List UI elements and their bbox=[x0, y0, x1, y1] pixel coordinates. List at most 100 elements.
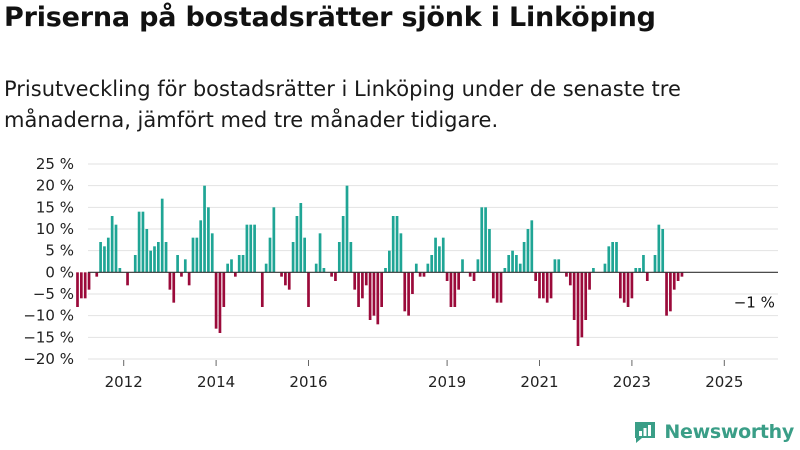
bar bbox=[611, 242, 614, 273]
bar bbox=[218, 272, 222, 333]
bar bbox=[260, 272, 264, 307]
bar bbox=[234, 272, 237, 277]
bar bbox=[303, 237, 306, 273]
bar bbox=[557, 259, 561, 273]
bar bbox=[592, 268, 595, 273]
bar bbox=[488, 229, 491, 273]
bar bbox=[87, 272, 91, 290]
bar bbox=[403, 272, 407, 312]
annotation-label: −1 % bbox=[734, 294, 775, 312]
bar bbox=[430, 255, 434, 273]
y-tick-label: −10 % bbox=[23, 307, 74, 325]
bar bbox=[426, 263, 430, 273]
bar bbox=[542, 272, 545, 299]
bar bbox=[345, 185, 349, 273]
bar bbox=[380, 272, 383, 307]
page-subtitle: Prisutveckling för bostadsrätter i Linkö… bbox=[4, 77, 681, 132]
bar bbox=[187, 272, 191, 286]
bar bbox=[580, 272, 584, 338]
x-tick-label: 2016 bbox=[289, 373, 327, 391]
bar bbox=[441, 237, 445, 273]
bar bbox=[361, 272, 364, 299]
bar bbox=[357, 272, 360, 307]
bar bbox=[299, 203, 303, 273]
bar bbox=[83, 272, 87, 299]
bar bbox=[572, 272, 576, 320]
x-tick-label: 2025 bbox=[705, 373, 743, 391]
bar bbox=[565, 272, 568, 277]
bar bbox=[676, 272, 680, 281]
bar bbox=[99, 242, 102, 273]
bar bbox=[584, 272, 588, 320]
bar bbox=[334, 272, 337, 281]
bar bbox=[457, 272, 460, 290]
bar bbox=[322, 268, 326, 273]
bar bbox=[341, 216, 345, 273]
bar bbox=[307, 272, 310, 307]
bar bbox=[76, 272, 79, 307]
bar bbox=[287, 272, 291, 290]
bar bbox=[180, 272, 183, 277]
bar bbox=[603, 263, 607, 273]
bar bbox=[438, 246, 441, 273]
bar bbox=[657, 224, 661, 273]
bar bbox=[472, 272, 476, 281]
bar bbox=[222, 272, 226, 307]
bar bbox=[314, 263, 318, 273]
bar bbox=[80, 272, 83, 299]
bar bbox=[226, 263, 229, 273]
bar bbox=[484, 207, 487, 273]
bar bbox=[391, 216, 395, 273]
bar bbox=[168, 272, 172, 290]
bar bbox=[669, 272, 672, 312]
bar bbox=[534, 272, 537, 281]
bar bbox=[199, 220, 203, 273]
bar bbox=[95, 272, 99, 277]
y-tick-label: 25 % bbox=[36, 155, 74, 173]
x-axis-ticks: 2012 2014 2016 2019 2021 2023 2025 bbox=[105, 360, 743, 391]
bar bbox=[672, 272, 676, 290]
bar bbox=[480, 207, 484, 273]
bar bbox=[453, 272, 457, 307]
y-tick-label: 20 % bbox=[36, 177, 74, 195]
bar bbox=[434, 237, 437, 273]
bar bbox=[414, 263, 418, 273]
bar bbox=[491, 272, 495, 299]
bar bbox=[210, 233, 214, 273]
y-tick-label: 0 % bbox=[45, 263, 74, 281]
x-tick-label: 2023 bbox=[613, 373, 651, 391]
y-tick-label: −15 % bbox=[23, 328, 74, 346]
bar bbox=[268, 237, 272, 273]
bar bbox=[476, 259, 480, 273]
bar bbox=[149, 250, 152, 273]
bar bbox=[634, 268, 638, 273]
bar bbox=[568, 272, 572, 286]
bar bbox=[538, 272, 541, 299]
bar bbox=[284, 272, 287, 286]
bar bbox=[372, 272, 376, 316]
bar bbox=[588, 272, 591, 290]
bar bbox=[522, 242, 526, 273]
x-tick-label: 2019 bbox=[428, 373, 466, 391]
bar bbox=[110, 216, 114, 273]
bar bbox=[103, 246, 106, 273]
bar bbox=[157, 242, 160, 273]
bar bbox=[280, 272, 283, 277]
brand-logo: Newsworthy bbox=[632, 419, 794, 445]
x-tick-label: 2012 bbox=[105, 373, 143, 391]
bar bbox=[418, 272, 422, 277]
bar bbox=[407, 272, 410, 316]
y-tick-label: 5 % bbox=[45, 242, 74, 260]
bar bbox=[665, 272, 668, 316]
bar bbox=[330, 272, 333, 277]
bar bbox=[638, 268, 641, 273]
bar bbox=[318, 233, 322, 273]
bar bbox=[495, 272, 499, 303]
bar bbox=[622, 272, 626, 303]
bar bbox=[141, 211, 145, 273]
bar bbox=[353, 272, 357, 290]
bar bbox=[615, 242, 618, 273]
bar bbox=[511, 250, 514, 273]
y-tick-label: 15 % bbox=[36, 198, 74, 216]
